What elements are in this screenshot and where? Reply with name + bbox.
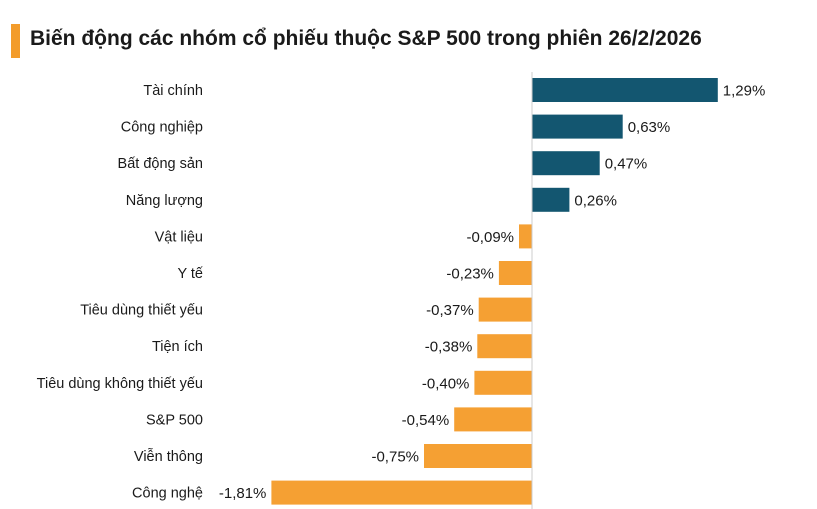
category-label-vien-thong: Viễn thông: [134, 448, 203, 465]
bar-tai-chinh: [532, 78, 718, 102]
value-label-tai-chinh: 1,29%: [723, 83, 766, 100]
bar-tieu-dung-khong-thiet-yeu: [474, 370, 532, 395]
value-label-cong-nghiep: 0,63%: [628, 119, 671, 136]
bar-s-p-500: [454, 407, 532, 432]
value-label-vat-lieu: -0,09%: [466, 229, 514, 246]
value-label-vien-thong: -0,75%: [371, 449, 419, 466]
category-label-tieu-dung-khong-thiet-yeu: Tiêu dùng không thiết yếu: [37, 376, 203, 392]
bar-tien-ich: [477, 334, 532, 359]
value-label-y-te: -0,23%: [446, 266, 494, 283]
bar-vien-thong: [424, 444, 532, 468]
value-label-tien-ich: -0,38%: [425, 339, 473, 356]
bar-nang-luong: [532, 187, 570, 212]
bar-cong-nghe: [271, 480, 532, 505]
value-label-tieu-dung-thiet-yeu: -0,37%: [426, 302, 474, 319]
value-label-bat-dong-san: 0,47%: [605, 156, 648, 173]
category-label-cong-nghe: Công nghệ: [132, 486, 203, 502]
category-label-nang-luong: Năng lượng: [126, 193, 203, 209]
bar-vat-lieu: [519, 224, 532, 249]
bar-bat-dong-san: [532, 151, 600, 176]
category-label-tien-ich: Tiện ích: [152, 339, 203, 355]
category-label-cong-nghiep: Công nghiệp: [121, 120, 203, 136]
category-label-tieu-dung-thiet-yeu: Tiêu dùng thiết yếu: [80, 303, 203, 319]
bar-tieu-dung-thiet-yeu: [478, 297, 532, 322]
chart-title: Biến động các nhóm cổ phiếu thuộc S&P 50…: [30, 27, 702, 50]
category-label-vat-lieu: Vật liệu: [155, 229, 203, 245]
value-label-nang-luong: 0,26%: [574, 192, 617, 209]
category-label-s-p-500: S&P 500: [146, 412, 203, 428]
category-label-y-te: Y tế: [177, 266, 203, 282]
title-accent-bar: [11, 24, 20, 58]
bar-cong-nghiep: [532, 114, 623, 139]
bar-y-te: [498, 261, 532, 285]
category-label-tai-chinh: Tài chính: [143, 83, 203, 99]
value-label-cong-nghe: -1,81%: [219, 485, 267, 502]
value-label-tieu-dung-khong-thiet-yeu: -0,40%: [422, 375, 470, 392]
value-label-s-p-500: -0,54%: [402, 412, 450, 429]
category-label-bat-dong-san: Bất động sản: [118, 156, 203, 172]
